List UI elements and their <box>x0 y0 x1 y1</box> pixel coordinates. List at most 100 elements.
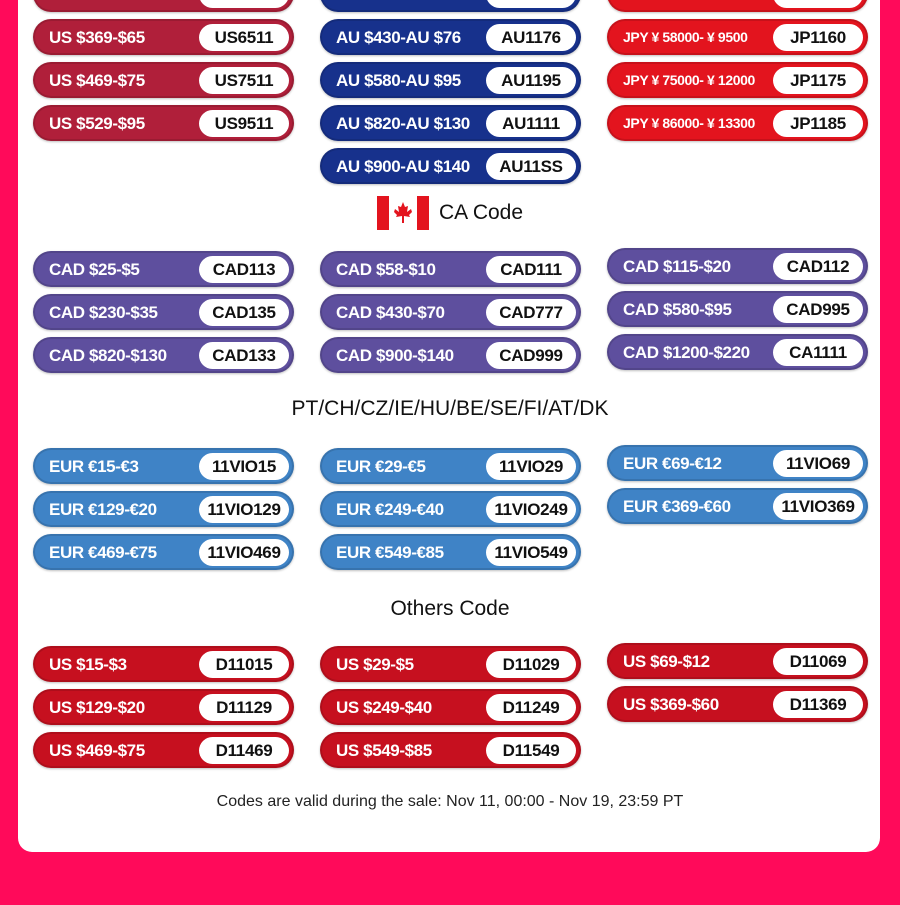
coupon-code[interactable]: 11VIO69 <box>773 450 863 477</box>
coupon-pill-jp[interactable]: JPY ¥ 58000- ¥ 9500 JP1160 <box>607 19 868 55</box>
coupon-pill-ca[interactable]: CAD $58-$10 CAD111 <box>320 251 581 287</box>
coupon-code[interactable]: US7511 <box>199 67 289 94</box>
coupon-pill-au[interactable]: AU $430-AU $76 AU1176 <box>320 19 581 55</box>
coupon-code[interactable] <box>199 0 289 8</box>
coupon-pill-jp-cut[interactable] <box>607 0 868 12</box>
coupon-code[interactable]: AU1195 <box>486 67 576 94</box>
coupon-pill-eur[interactable]: EUR €469-€75 11VIO469 <box>33 534 294 570</box>
coupon-code[interactable]: D11129 <box>199 694 289 721</box>
coupon-pill-ca[interactable]: CAD $430-$70 CAD777 <box>320 294 581 330</box>
discount-label: AU $900-AU $140 <box>336 157 470 176</box>
discount-label: EUR €249-€40 <box>336 500 444 519</box>
coupon-pill-others[interactable]: US $29-$5 D11029 <box>320 646 581 682</box>
coupon-code[interactable]: 11VIO549 <box>486 539 576 566</box>
coupon-pill-others[interactable]: US $369-$60 D11369 <box>607 686 868 722</box>
coupon-code[interactable]: D11249 <box>486 694 576 721</box>
discount-label: JPY ¥ 86000- ¥ 13300 <box>623 115 755 131</box>
coupon-code[interactable]: AU1111 <box>486 110 576 137</box>
discount-label: JPY ¥ 58000- ¥ 9500 <box>623 29 748 45</box>
coupon-pill-ca[interactable]: CAD $820-$130 CAD133 <box>33 337 294 373</box>
discount-label: AU $820-AU $130 <box>336 114 470 133</box>
coupon-pill-au[interactable]: AU $900-AU $140 AU11SS <box>320 148 581 184</box>
coupon-code[interactable]: US6511 <box>199 24 289 51</box>
coupon-code[interactable]: D11029 <box>486 651 576 678</box>
coupon-pill-eur[interactable]: EUR €69-€12 11VIO69 <box>607 445 868 481</box>
coupon-code[interactable]: US9511 <box>199 110 289 137</box>
coupon-code[interactable]: CAD112 <box>773 253 863 280</box>
discount-label: US $249-$40 <box>336 698 432 717</box>
coupon-pill-au-cut[interactable] <box>320 0 581 12</box>
discount-label: US $469-$75 <box>49 71 145 90</box>
coupon-code[interactable]: D11549 <box>486 737 576 764</box>
coupon-code[interactable]: D11069 <box>773 648 863 675</box>
coupon-code[interactable]: JP1160 <box>773 24 863 51</box>
coupon-pill-eur[interactable]: EUR €549-€85 11VIO549 <box>320 534 581 570</box>
coupon-code[interactable]: AU11SS <box>486 153 576 180</box>
coupon-code[interactable]: 11VIO469 <box>199 539 289 566</box>
coupon-pill-eur[interactable]: EUR €129-€20 11VIO129 <box>33 491 294 527</box>
coupon-pill-ca[interactable]: CAD $115-$20 CAD112 <box>607 248 868 284</box>
discount-label: AU $580-AU $95 <box>336 71 461 90</box>
coupon-pill-eur[interactable]: EUR €369-€60 11VIO369 <box>607 488 868 524</box>
coupon-pill-ca[interactable]: CAD $1200-$220 CA1111 <box>607 334 868 370</box>
coupon-code[interactable]: D11469 <box>199 737 289 764</box>
coupon-code[interactable]: JP1175 <box>773 67 863 94</box>
coupon-pill-us-cut[interactable] <box>33 0 294 12</box>
coupon-code[interactable] <box>773 0 863 8</box>
discount-label: US $369-$65 <box>49 28 145 47</box>
coupon-code[interactable]: D11369 <box>773 691 863 718</box>
coupon-code[interactable]: CAD111 <box>486 256 576 283</box>
coupon-pill-eur[interactable]: EUR €249-€40 11VIO249 <box>320 491 581 527</box>
coupon-code[interactable]: CAD777 <box>486 299 576 326</box>
discount-label: US $29-$5 <box>336 655 414 674</box>
coupon-pill-au[interactable]: AU $820-AU $130 AU1111 <box>320 105 581 141</box>
eur-heading: PT/CH/CZ/IE/HU/BE/SE/FI/AT/DK <box>291 397 609 420</box>
coupon-code[interactable]: 11VIO369 <box>773 493 863 520</box>
coupon-pill-jp[interactable]: JPY ¥ 86000- ¥ 13300 JP1185 <box>607 105 868 141</box>
coupon-pill-ca[interactable]: CAD $230-$35 CAD135 <box>33 294 294 330</box>
coupon-pill-others[interactable]: US $249-$40 D11249 <box>320 689 581 725</box>
discount-label: AU $430-AU $76 <box>336 28 461 47</box>
coupon-code[interactable]: CAD135 <box>199 299 289 326</box>
coupon-pill-eur[interactable]: EUR €15-€3 11VIO15 <box>33 448 294 484</box>
coupon-code[interactable]: AU1176 <box>486 24 576 51</box>
discount-label: EUR €369-€60 <box>623 497 731 516</box>
discount-label: CAD $115-$20 <box>623 257 731 276</box>
coupon-pill-others[interactable]: US $15-$3 D11015 <box>33 646 294 682</box>
coupon-code[interactable] <box>486 0 576 8</box>
coupon-code[interactable]: CA1111 <box>773 339 863 366</box>
coupon-pill-au[interactable]: AU $580-AU $95 AU1195 <box>320 62 581 98</box>
coupon-pill-ca[interactable]: CAD $900-$140 CAD999 <box>320 337 581 373</box>
coupon-pill-eur[interactable]: EUR €29-€5 11VIO29 <box>320 448 581 484</box>
discount-label: EUR €469-€75 <box>49 543 157 562</box>
coupon-pill-us[interactable]: US $469-$75 US7511 <box>33 62 294 98</box>
discount-label: CAD $580-$95 <box>623 300 732 319</box>
coupon-code[interactable]: JP1185 <box>773 110 863 137</box>
coupon-pill-others[interactable]: US $549-$85 D11549 <box>320 732 581 768</box>
discount-label: EUR €69-€12 <box>623 454 722 473</box>
coupon-pill-us[interactable]: US $529-$95 US9511 <box>33 105 294 141</box>
coupon-code[interactable]: CAD133 <box>199 342 289 369</box>
coupon-code[interactable]: CAD995 <box>773 296 863 323</box>
coupon-pill-others[interactable]: US $469-$75 D11469 <box>33 732 294 768</box>
coupon-pill-others[interactable]: US $69-$12 D11069 <box>607 643 868 679</box>
canada-flag-icon <box>376 196 429 230</box>
coupon-code[interactable]: 11VIO29 <box>486 453 576 480</box>
coupon-code[interactable]: 11VIO129 <box>199 496 289 523</box>
coupon-code[interactable]: CAD113 <box>199 256 289 283</box>
coupon-code[interactable]: 11VIO249 <box>486 496 576 523</box>
discount-label: EUR €549-€85 <box>336 543 444 562</box>
discount-label: CAD $820-$130 <box>49 346 167 365</box>
discount-label: US $469-$75 <box>49 741 145 760</box>
coupon-pill-others[interactable]: US $129-$20 D11129 <box>33 689 294 725</box>
discount-label: US $549-$85 <box>336 741 432 760</box>
validity-note: Codes are valid during the sale: Nov 11,… <box>216 793 684 810</box>
coupon-code[interactable]: 11VIO15 <box>199 453 289 480</box>
coupon-pill-us[interactable]: US $369-$65 US6511 <box>33 19 294 55</box>
coupon-code[interactable]: D11015 <box>199 651 289 678</box>
discount-label: US $529-$95 <box>49 114 145 133</box>
coupon-code[interactable]: CAD999 <box>486 342 576 369</box>
coupon-pill-jp[interactable]: JPY ¥ 75000- ¥ 12000 JP1175 <box>607 62 868 98</box>
coupon-pill-ca[interactable]: CAD $25-$5 CAD113 <box>33 251 294 287</box>
coupon-pill-ca[interactable]: CAD $580-$95 CAD995 <box>607 291 868 327</box>
